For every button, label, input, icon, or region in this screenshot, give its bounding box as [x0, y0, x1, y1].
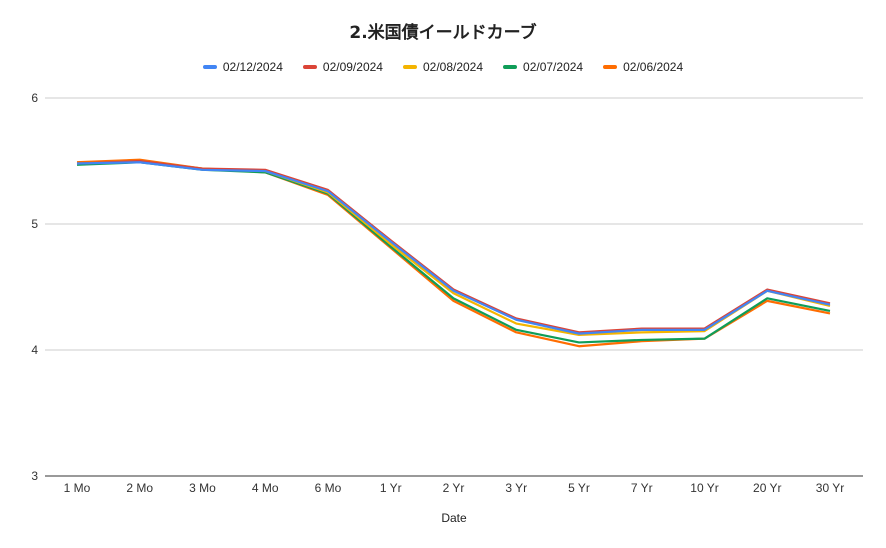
- x-tick-label: 5 Yr: [568, 481, 590, 495]
- x-tick-label: 2 Yr: [443, 481, 465, 495]
- legend-swatch: [402, 65, 417, 69]
- x-tick-label: 6 Mo: [315, 481, 342, 495]
- legend-item[interactable]: 02/06/2024: [603, 60, 683, 74]
- y-tick-label: 5: [31, 217, 38, 231]
- x-tick-label: 2 Mo: [126, 481, 153, 495]
- x-tick-label: 1 Mo: [64, 481, 91, 495]
- y-tick-label: 4: [31, 343, 38, 357]
- x-tick-label: 3 Yr: [505, 481, 527, 495]
- legend-swatch: [302, 65, 317, 69]
- x-tick-label: 3 Mo: [189, 481, 216, 495]
- y-tick-label: 6: [31, 91, 38, 105]
- legend-label: 02/12/2024: [222, 60, 283, 74]
- legend-swatch: [202, 65, 217, 69]
- x-axis-title: Date: [441, 511, 467, 525]
- legend-item[interactable]: 02/07/2024: [503, 60, 583, 74]
- legend-swatch: [603, 65, 618, 69]
- series-line: [76, 161, 831, 335]
- series-line: [76, 159, 831, 336]
- legend-label: 02/07/2024: [523, 60, 584, 74]
- chart-legend: 02/12/2024 02/09/2024 02/08/2024 02/07/2024…: [0, 60, 886, 74]
- legend-label: 02/08/2024: [422, 60, 484, 74]
- series-line: [76, 158, 831, 348]
- chart-title: 2.米国債イールドカーブ: [349, 23, 537, 43]
- x-tick-label: 10 Yr: [690, 481, 718, 495]
- series-line: [76, 161, 831, 344]
- legend-item[interactable]: 02/12/2024: [202, 60, 283, 74]
- x-tick-label: 4 Mo: [252, 481, 279, 495]
- x-tick-label: 1 Yr: [380, 481, 402, 495]
- legend-label: 02/09/2024: [322, 60, 383, 74]
- y-tick-label: 3: [31, 469, 38, 483]
- x-tick-label: 7 Yr: [631, 481, 653, 495]
- x-tick-label: 20 Yr: [753, 481, 781, 495]
- series-line: [76, 159, 831, 334]
- x-tick-label: 30 Yr: [816, 481, 844, 495]
- legend-item[interactable]: 02/08/2024: [402, 60, 484, 74]
- legend-swatch: [503, 65, 518, 69]
- legend-item[interactable]: 02/09/2024: [302, 60, 383, 74]
- legend-label: 02/06/2024: [623, 60, 684, 74]
